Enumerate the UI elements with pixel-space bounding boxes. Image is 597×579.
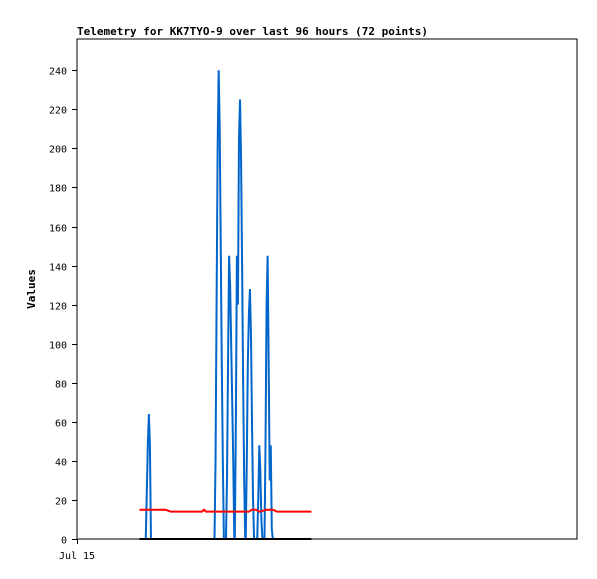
y-tick-label: 20 xyxy=(55,497,67,508)
x-axis: Jul 15 xyxy=(59,539,95,562)
series-group xyxy=(139,70,312,540)
y-tick-label: 200 xyxy=(49,145,67,156)
y-tick-label: 180 xyxy=(49,184,67,195)
chart-title: Telemetry for KK7TYO-9 over last 96 hour… xyxy=(77,25,428,38)
y-tick-label: 120 xyxy=(49,302,67,313)
y-tick-label: 60 xyxy=(55,419,67,430)
y-tick-label: 0 xyxy=(61,536,67,547)
y-axis: 0 20 40 60 80 100 120 140 160 180 200 220 240 xyxy=(49,67,77,547)
y-tick-label: 160 xyxy=(49,224,67,235)
y-tick-label: 220 xyxy=(49,106,67,117)
x-tick-label: Jul 15 xyxy=(59,551,95,562)
series-line-1 xyxy=(139,508,312,513)
y-tick-label: 140 xyxy=(49,263,67,274)
y-axis-label: Values xyxy=(25,269,38,309)
plot-area xyxy=(76,38,578,540)
y-tick-label: 40 xyxy=(55,458,67,469)
y-tick-label: 240 xyxy=(49,67,67,78)
y-tick-label: 100 xyxy=(49,341,67,352)
y-tick-label: 80 xyxy=(55,380,67,391)
